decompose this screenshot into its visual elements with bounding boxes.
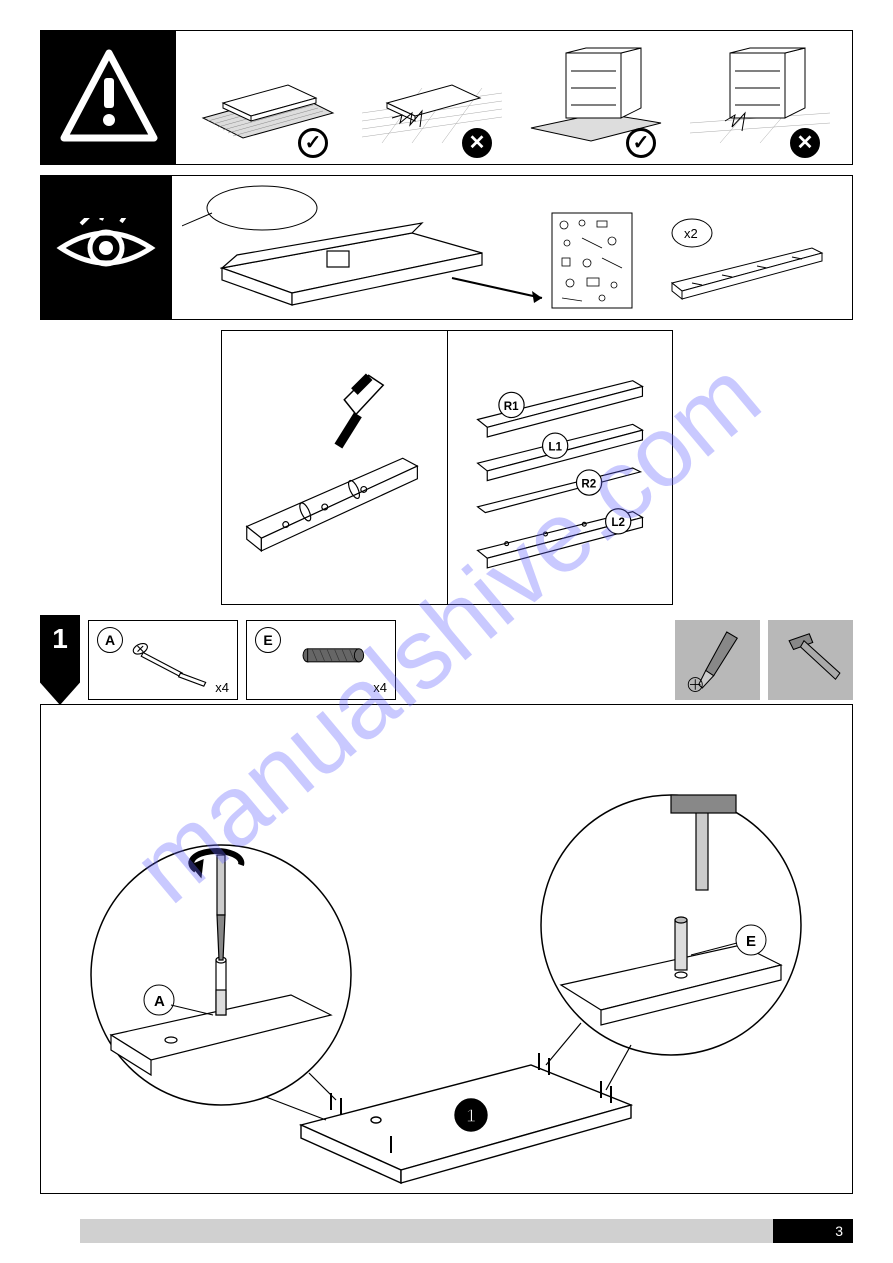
look-section: x2 xyxy=(40,175,853,320)
svg-text:1: 1 xyxy=(466,1106,476,1126)
detail-dowel-e: E xyxy=(541,795,801,1055)
cross-icon: ✕ xyxy=(462,128,492,158)
slides-qty: x2 xyxy=(684,226,698,241)
check-icon: ✓ xyxy=(298,128,328,158)
label-l2: L2 xyxy=(611,516,625,529)
warning-icon-box xyxy=(41,31,176,164)
part-e-qty: x4 xyxy=(373,680,387,695)
footer-bar xyxy=(80,1219,773,1243)
warning-icon xyxy=(59,48,159,148)
assemble-on-carpet-ok: ✓ xyxy=(198,43,338,153)
label-l1: L1 xyxy=(548,440,562,453)
label-r1: R1 xyxy=(503,399,518,412)
assemble-on-uneven-no: ✕ xyxy=(362,43,502,153)
eye-icon-box xyxy=(40,175,172,320)
eye-content: x2 xyxy=(172,175,853,320)
step1-header: 1 A x4 E x4 xyxy=(40,615,853,705)
warning-images: ✓ ✕ xyxy=(176,31,852,164)
tools xyxy=(675,620,853,700)
part-a-qty: x4 xyxy=(215,680,229,695)
cabinet-on-carpet-ok: ✓ xyxy=(526,43,666,153)
footer: 3 xyxy=(40,1219,853,1243)
slides-cut-ties xyxy=(222,331,447,604)
cabinet-on-uneven-no: ✕ xyxy=(690,43,830,153)
part-a-label: A xyxy=(97,627,123,653)
slides-section: R1 L1 R2 L2 xyxy=(40,330,853,605)
page-number: 3 xyxy=(773,1219,853,1243)
warning-section: ✓ ✕ xyxy=(40,30,853,165)
svg-text:A: A xyxy=(154,993,165,1010)
eye-icon xyxy=(56,218,156,278)
part-e-box: E x4 xyxy=(246,620,396,700)
slides-separated: R1 L1 R2 L2 xyxy=(447,331,672,604)
panel-1: 1 xyxy=(301,1053,631,1183)
svg-text:E: E xyxy=(746,933,756,950)
cross-icon: ✕ xyxy=(790,128,820,158)
part-e-label: E xyxy=(255,627,281,653)
screwdriver-tool xyxy=(675,620,760,700)
step1-diagram: A E xyxy=(40,704,853,1194)
label-r2: R2 xyxy=(581,477,596,490)
detail-bolt-a: A xyxy=(91,845,351,1105)
part-a-box: A x4 xyxy=(88,620,238,700)
hammer-tool xyxy=(768,620,853,700)
step-number: 1 xyxy=(40,615,80,705)
check-icon: ✓ xyxy=(626,128,656,158)
